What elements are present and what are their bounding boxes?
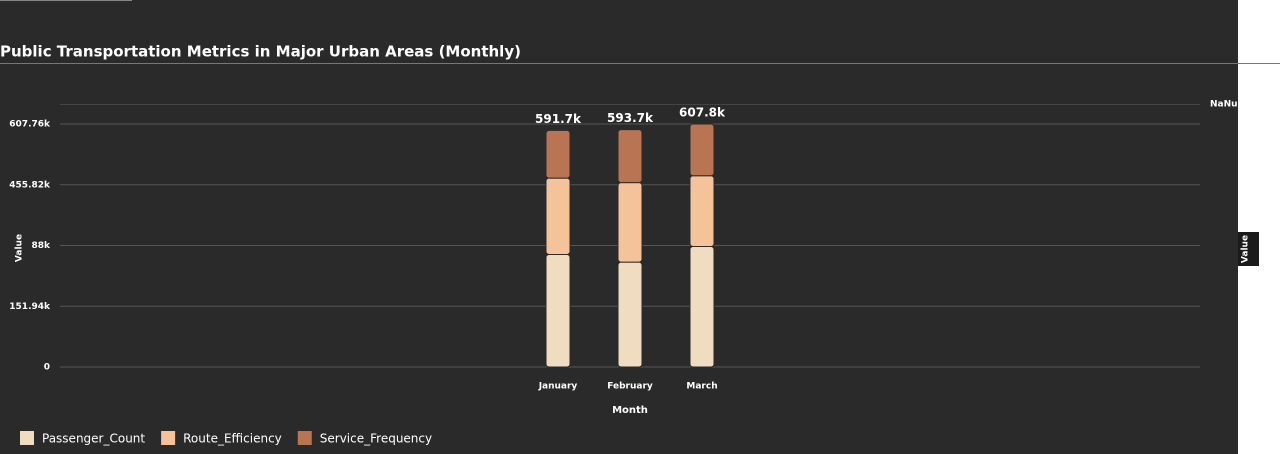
legend-label: Service_Frequency bbox=[320, 432, 432, 446]
legend-label: Route_Efficiency bbox=[183, 432, 282, 446]
y-tick-label: 88k bbox=[31, 241, 51, 251]
legend-swatch bbox=[161, 431, 176, 445]
legend-label: Passenger_Count bbox=[42, 432, 145, 446]
bar-segment bbox=[545, 129, 571, 179]
chart-title: Public Transportation Metrics in Major U… bbox=[0, 43, 521, 61]
bar-segment bbox=[617, 261, 643, 368]
bar-segment bbox=[617, 182, 643, 263]
x-axis-label: Month bbox=[612, 405, 648, 416]
x-tick-label: February bbox=[607, 382, 653, 392]
y-tick-label: 455.82k bbox=[9, 180, 51, 190]
y-tick-label: 607.76k bbox=[9, 120, 51, 130]
bar-segment bbox=[689, 175, 715, 248]
bar-segment bbox=[689, 123, 715, 177]
x-tick-label: March bbox=[686, 382, 717, 392]
total-label: 607.8k bbox=[679, 105, 726, 119]
x-tick-label: January bbox=[538, 382, 578, 392]
bar-segment bbox=[545, 254, 571, 368]
legend-swatch bbox=[297, 431, 312, 445]
legend-swatch bbox=[20, 431, 34, 445]
bar-segment bbox=[545, 177, 571, 256]
total-label: 593.7k bbox=[607, 111, 654, 125]
y-axis-label: Value bbox=[15, 234, 25, 262]
y-tick-label: 151.94k bbox=[9, 302, 51, 312]
annotation: NaNu bbox=[1210, 100, 1238, 110]
y2-label-box bbox=[1238, 232, 1259, 266]
bar-segment bbox=[617, 129, 643, 184]
y-tick-label: 0 bbox=[44, 363, 50, 373]
bar-segment bbox=[689, 246, 715, 368]
total-label: 591.7k bbox=[535, 112, 582, 126]
y2-axis-label: Value bbox=[1241, 235, 1251, 263]
